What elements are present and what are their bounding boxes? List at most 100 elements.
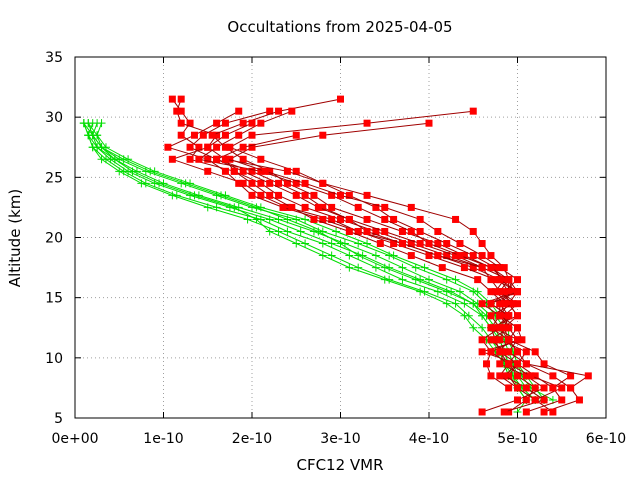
measured-point: [328, 215, 336, 223]
measured-point: [505, 324, 513, 332]
measured-point: [186, 143, 194, 151]
measured-point: [266, 191, 274, 199]
x-tick-label: 0e+00: [51, 431, 98, 447]
model-profile: [79, 119, 531, 404]
measured-point: [177, 107, 185, 115]
measured-point: [514, 312, 521, 320]
model-point: [451, 275, 460, 284]
measured-point: [491, 336, 499, 344]
model-point: [345, 251, 354, 260]
measured-point: [505, 372, 513, 380]
measured-point: [478, 336, 486, 344]
measured-point: [266, 167, 274, 175]
measured-point: [514, 396, 521, 404]
measured-point: [354, 227, 362, 235]
model-point: [380, 263, 389, 272]
measured-point: [257, 119, 265, 127]
measured-point: [195, 155, 203, 163]
measured-point: [226, 143, 234, 151]
measured-point: [487, 336, 495, 344]
measured-profile: [226, 107, 548, 416]
measured-point: [531, 348, 539, 356]
measured-point: [345, 227, 353, 235]
model-point: [97, 155, 106, 164]
model-point: [411, 263, 420, 272]
x-tick-label: 2e-10: [232, 431, 272, 447]
measured-point: [514, 348, 521, 356]
model-point: [155, 179, 164, 188]
measured-point: [496, 360, 504, 368]
measured-point: [177, 131, 185, 139]
measured-point: [337, 215, 344, 223]
model-point: [371, 263, 380, 272]
model-point: [478, 323, 487, 332]
measured-point: [213, 119, 221, 127]
model-point: [110, 155, 119, 164]
measured-point: [496, 288, 504, 296]
model-point: [283, 215, 292, 224]
measured-point: [500, 276, 508, 284]
measured-point: [354, 203, 362, 211]
measured-point: [204, 143, 212, 151]
measured-point: [164, 143, 172, 151]
measured-point: [292, 191, 300, 199]
model-point: [433, 287, 442, 296]
measured-point: [522, 372, 530, 380]
measured-point: [416, 240, 424, 248]
measured-point: [390, 215, 398, 223]
measured-point: [248, 167, 256, 175]
measured-point: [500, 372, 508, 380]
measured-point: [239, 119, 247, 127]
y-tick-label: 10: [45, 351, 63, 367]
measured-point: [500, 300, 508, 308]
model-point: [243, 215, 252, 224]
measured-point: [239, 155, 247, 163]
measured-point: [279, 203, 287, 211]
measured-point: [452, 252, 460, 260]
measured-point: [522, 384, 530, 392]
model-point: [190, 191, 199, 200]
model-point: [128, 167, 137, 176]
measured-point: [310, 191, 318, 199]
model-point: [137, 179, 146, 188]
measured-point: [540, 408, 548, 416]
measured-point: [221, 167, 229, 175]
measured-point: [213, 155, 221, 163]
measured-point: [509, 300, 517, 308]
model-point: [354, 251, 363, 260]
model-point: [252, 215, 261, 224]
measured-point: [230, 167, 238, 175]
measured-point: [314, 203, 322, 211]
measured-point: [257, 179, 265, 187]
measured-point: [235, 131, 243, 139]
x-tick-label: 1e-10: [143, 431, 183, 447]
measured-point: [456, 240, 464, 248]
measured-point: [469, 252, 477, 260]
measured-point: [505, 288, 513, 296]
measured-point: [381, 203, 389, 211]
measured-point: [514, 360, 521, 368]
measured-point: [500, 348, 508, 356]
measured-point: [469, 227, 477, 235]
measured-point: [288, 203, 296, 211]
model-point: [442, 299, 451, 308]
model-point: [442, 287, 451, 296]
measured-point: [460, 252, 468, 260]
measured-point: [478, 264, 486, 272]
model-point: [274, 227, 283, 236]
measured-point: [540, 396, 548, 404]
measured-point: [549, 384, 557, 392]
measured-point: [505, 336, 513, 344]
measured-point: [239, 167, 247, 175]
measured-point: [483, 360, 491, 368]
measured-point: [283, 203, 291, 211]
measured-point: [456, 252, 464, 260]
model-point: [115, 167, 124, 176]
measured-point: [319, 203, 327, 211]
model-point: [398, 263, 407, 272]
measured-point: [319, 215, 327, 223]
measured-point: [221, 119, 229, 127]
measured-point: [549, 372, 557, 380]
model-point: [274, 215, 283, 224]
measured-point: [505, 300, 513, 308]
